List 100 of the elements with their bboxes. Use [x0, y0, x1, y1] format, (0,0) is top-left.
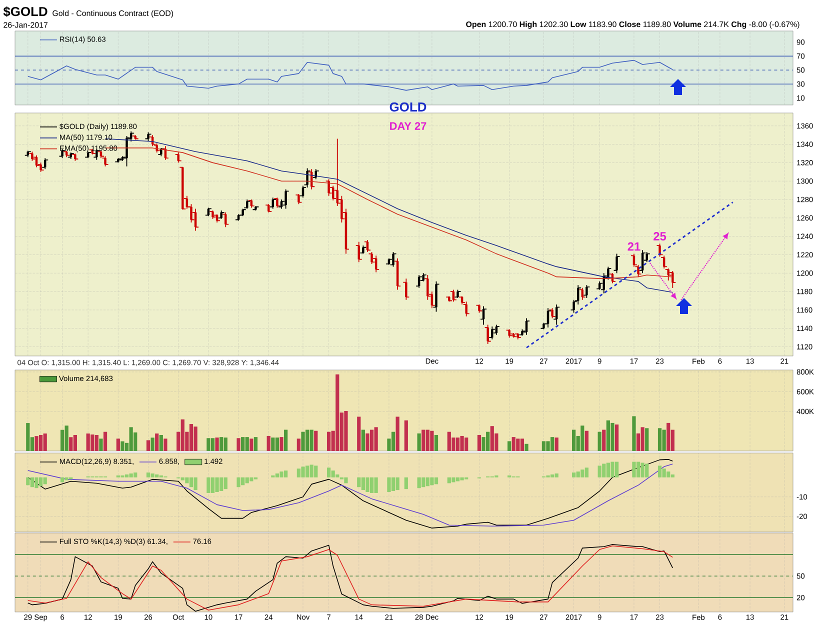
bar	[210, 477, 215, 493]
bar	[250, 477, 254, 482]
line-series	[28, 60, 674, 91]
bar	[550, 474, 554, 478]
bar	[614, 424, 619, 451]
bar	[645, 428, 649, 451]
candlestick	[578, 287, 586, 300]
bar	[326, 432, 331, 451]
bar	[310, 464, 314, 478]
bar	[336, 374, 340, 451]
bar	[73, 434, 77, 451]
bar	[404, 477, 408, 490]
bar	[490, 426, 494, 451]
bar	[666, 472, 670, 478]
bar	[580, 426, 584, 451]
bar	[344, 410, 348, 451]
bar	[245, 477, 249, 484]
bar	[554, 438, 558, 451]
bar	[670, 474, 674, 478]
bar	[662, 468, 666, 478]
bar	[404, 420, 408, 451]
bar	[336, 474, 340, 478]
bar	[477, 434, 482, 451]
bar	[326, 468, 331, 478]
bar	[254, 437, 258, 451]
bar	[206, 438, 210, 451]
bar	[220, 437, 224, 451]
bar	[610, 422, 614, 451]
bar	[38, 434, 43, 451]
bar	[164, 438, 168, 451]
bar	[103, 432, 108, 451]
bar	[374, 427, 378, 451]
bar	[550, 437, 554, 451]
bar	[524, 444, 528, 451]
bar	[434, 477, 438, 484]
bar	[370, 477, 374, 493]
bar	[662, 430, 666, 451]
bar	[460, 477, 464, 480]
bar	[598, 432, 602, 451]
bar	[546, 441, 550, 451]
candlestick	[484, 324, 492, 344]
bar	[94, 434, 98, 451]
bar	[366, 433, 370, 451]
bar	[43, 477, 47, 484]
bar	[194, 477, 198, 490]
annotation: DAY 27	[390, 122, 426, 130]
bar	[632, 462, 636, 478]
bar	[452, 477, 456, 482]
bar	[284, 430, 288, 451]
candlestick	[222, 212, 230, 228]
bar	[245, 437, 249, 451]
bar	[456, 477, 460, 482]
bar	[580, 470, 584, 478]
bar	[30, 477, 34, 488]
bar	[456, 438, 460, 451]
bar	[598, 466, 602, 478]
bar	[275, 473, 280, 478]
bar	[236, 477, 240, 488]
bar	[275, 438, 280, 451]
bar	[572, 472, 576, 478]
bar	[520, 438, 524, 451]
bar	[391, 432, 396, 451]
bar	[224, 477, 228, 490]
candlestick	[355, 241, 362, 263]
bar	[250, 438, 254, 451]
bar	[26, 477, 30, 486]
bar	[602, 464, 606, 478]
bar	[38, 477, 43, 486]
bar	[344, 477, 348, 484]
candlestick	[325, 178, 332, 196]
bar	[512, 437, 516, 451]
bar	[26, 423, 30, 451]
bar	[146, 440, 150, 451]
bar	[271, 438, 275, 451]
bar	[576, 472, 580, 478]
bar	[434, 434, 438, 451]
candlestick	[656, 243, 664, 258]
bar	[215, 477, 219, 492]
candlestick	[282, 188, 290, 210]
bar	[374, 477, 378, 493]
bar	[210, 438, 215, 451]
bar	[116, 438, 120, 451]
bar	[120, 441, 124, 451]
bar	[129, 473, 133, 478]
bar	[86, 434, 90, 451]
bar	[417, 477, 421, 488]
bar	[280, 437, 284, 451]
bar	[206, 477, 210, 493]
bar	[447, 432, 451, 451]
bar	[64, 426, 68, 451]
bar	[129, 427, 133, 451]
bar	[159, 434, 163, 451]
candlestick	[613, 253, 620, 274]
bar	[636, 462, 640, 478]
bar	[366, 477, 370, 492]
bar	[180, 419, 184, 451]
bar	[584, 468, 588, 478]
bar	[314, 466, 318, 478]
bar	[447, 477, 451, 484]
bar	[305, 430, 310, 451]
